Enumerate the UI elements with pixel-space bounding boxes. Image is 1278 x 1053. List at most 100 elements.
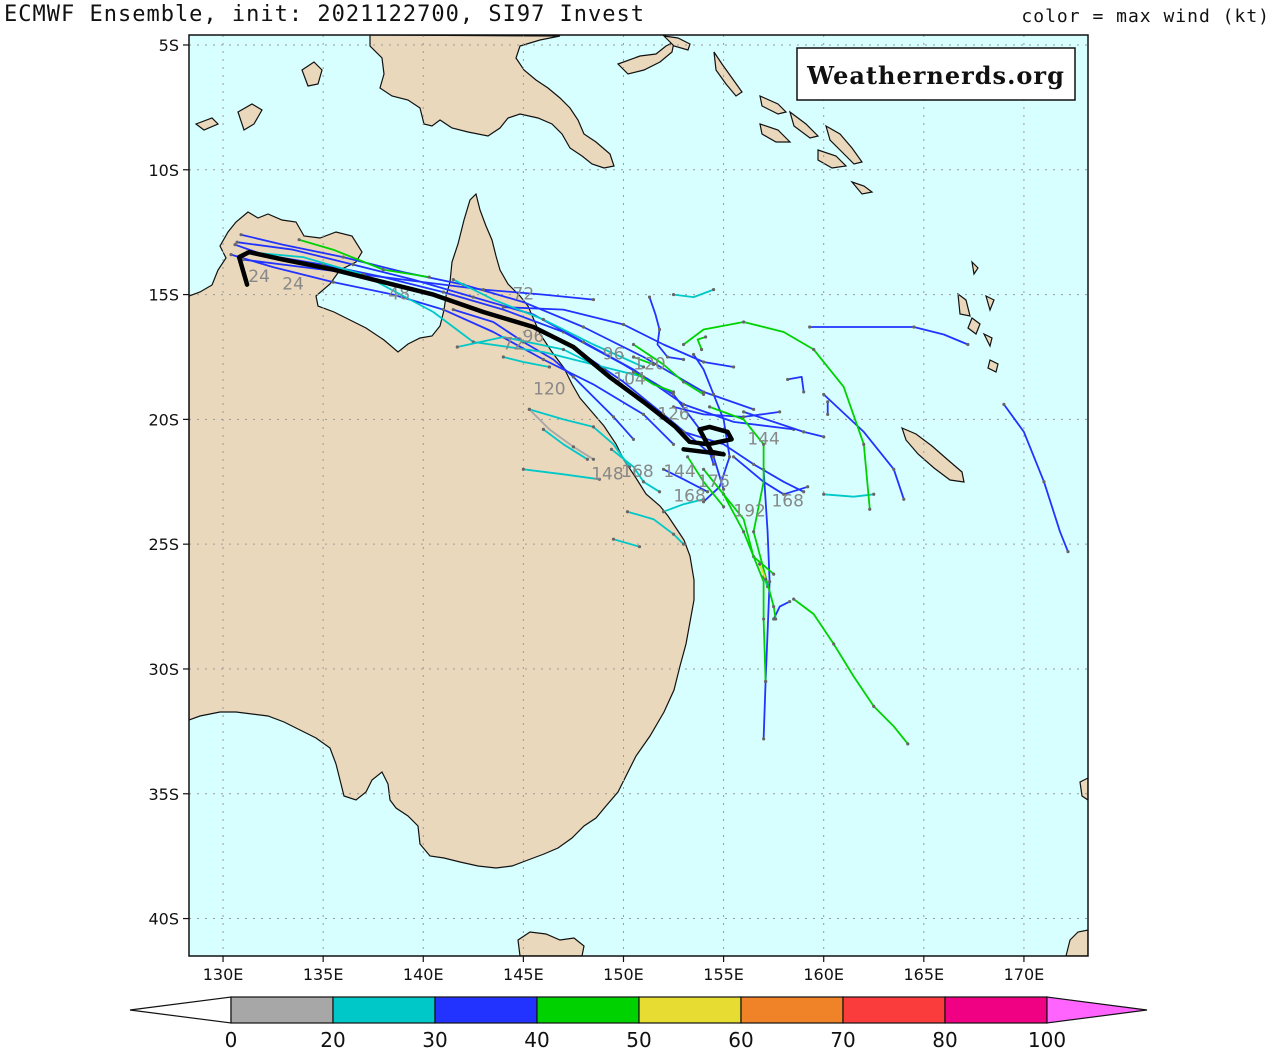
ensemble-track [627, 510, 685, 545]
track-point [721, 505, 726, 509]
ensemble-track [787, 375, 805, 393]
track-point [609, 447, 614, 451]
track-point [691, 352, 696, 357]
track-point [581, 340, 586, 344]
track-point [822, 392, 826, 397]
track-point [721, 487, 726, 491]
track-point [808, 325, 812, 329]
track-point [571, 375, 576, 379]
ensemble-track [298, 238, 430, 278]
track-point [631, 342, 636, 347]
new-zealand-landmass [1065, 777, 1088, 956]
ensemble-track [633, 356, 654, 366]
track-point [802, 430, 806, 434]
lat-tick-label: 25S [148, 535, 179, 554]
map-axes: 5S 10S 15S 20S 25S 30S 35S 40S 130E 135E 140E 145E 1… [148, 36, 1044, 984]
track-point [561, 347, 566, 352]
track-point [501, 305, 505, 309]
colorbar-bin [944, 996, 1048, 1024]
ensemble-track [610, 448, 660, 493]
colorbar-label: 80 [932, 1028, 957, 1052]
track-point [681, 357, 686, 362]
track-point [621, 322, 626, 327]
track-point [637, 545, 642, 549]
ensemble-track [683, 321, 871, 510]
track-point [762, 442, 766, 446]
track-point [661, 510, 666, 514]
brand-box: Weathernerds.org [796, 47, 1076, 101]
track-point [481, 287, 485, 292]
track-point [868, 507, 872, 511]
ensemble-track [823, 393, 905, 500]
track-point [571, 445, 576, 449]
lat-tick-label: 5S [159, 36, 179, 55]
australia-landmass [189, 192, 695, 869]
forecast-hour-label: 192 [733, 502, 765, 522]
track-point [451, 278, 455, 282]
track-point [591, 457, 596, 461]
track-point [541, 427, 545, 431]
ensemble-track [709, 406, 777, 620]
forecast-hour-label: 148 [591, 464, 623, 484]
lat-tick-label: 30S [148, 660, 179, 679]
track-point [788, 599, 792, 604]
ensemble-track [523, 468, 600, 481]
track-point [631, 370, 636, 374]
lon-tick-label: 170E [1004, 965, 1045, 984]
track-point [711, 392, 716, 397]
color-legend-note: color = max wind (kt) [1021, 6, 1270, 27]
ensemble-track [758, 563, 767, 580]
new-guinea-landmass [369, 35, 615, 169]
forecast-hour-label: 96 [603, 344, 625, 364]
track-point [625, 510, 630, 514]
ensemble-track [542, 428, 588, 461]
track-point [627, 465, 632, 469]
track-point [742, 410, 746, 414]
lon-tick-label: 165E [903, 965, 944, 984]
track-point [768, 580, 772, 584]
ensemble-track [702, 468, 767, 682]
track-point [701, 390, 706, 394]
new-britain-island [616, 40, 675, 75]
track-point [764, 679, 768, 684]
lon-tick-label: 130E [203, 965, 244, 984]
track-point [1042, 480, 1046, 484]
forecast-hour-label: 144 [663, 462, 695, 482]
track-point [591, 425, 596, 429]
colorbar-label: 60 [728, 1028, 753, 1052]
map-title: ECMWF Ensemble, init: 2021122700, SI97 I… [4, 2, 646, 27]
track-point [786, 377, 790, 382]
track-point [711, 462, 716, 466]
colorbar-bin [434, 996, 538, 1024]
colorbar-label: 100 [1028, 1028, 1066, 1052]
ensemble-track [242, 258, 594, 301]
lon-tick-label: 135E [303, 965, 344, 984]
track-point [772, 572, 776, 576]
track-point [705, 490, 710, 494]
track-point [331, 280, 335, 284]
ensemble-track [793, 598, 909, 745]
track-point [701, 500, 706, 504]
colorbar-label: 20 [320, 1028, 345, 1052]
track-point [647, 295, 652, 299]
colorbar-bin [332, 996, 436, 1024]
track-point [297, 238, 301, 242]
colorbar-label: 50 [626, 1028, 651, 1052]
track-point [742, 530, 746, 534]
track-point [665, 355, 670, 359]
track-point [631, 355, 636, 359]
track-point [732, 455, 736, 459]
track-point [641, 412, 646, 416]
colorbar-label: 40 [524, 1028, 549, 1052]
track-point [701, 360, 706, 364]
solomon-islands [759, 94, 874, 195]
ensemble-track [733, 456, 808, 496]
track-point [703, 335, 708, 339]
forecast-hour-label: 168 [621, 462, 653, 482]
track-point [681, 342, 686, 347]
track-point [591, 297, 596, 302]
lat-lon-grid [189, 35, 1088, 956]
track-point [966, 342, 970, 347]
ensemble-track [230, 253, 675, 445]
track-point [229, 253, 233, 257]
